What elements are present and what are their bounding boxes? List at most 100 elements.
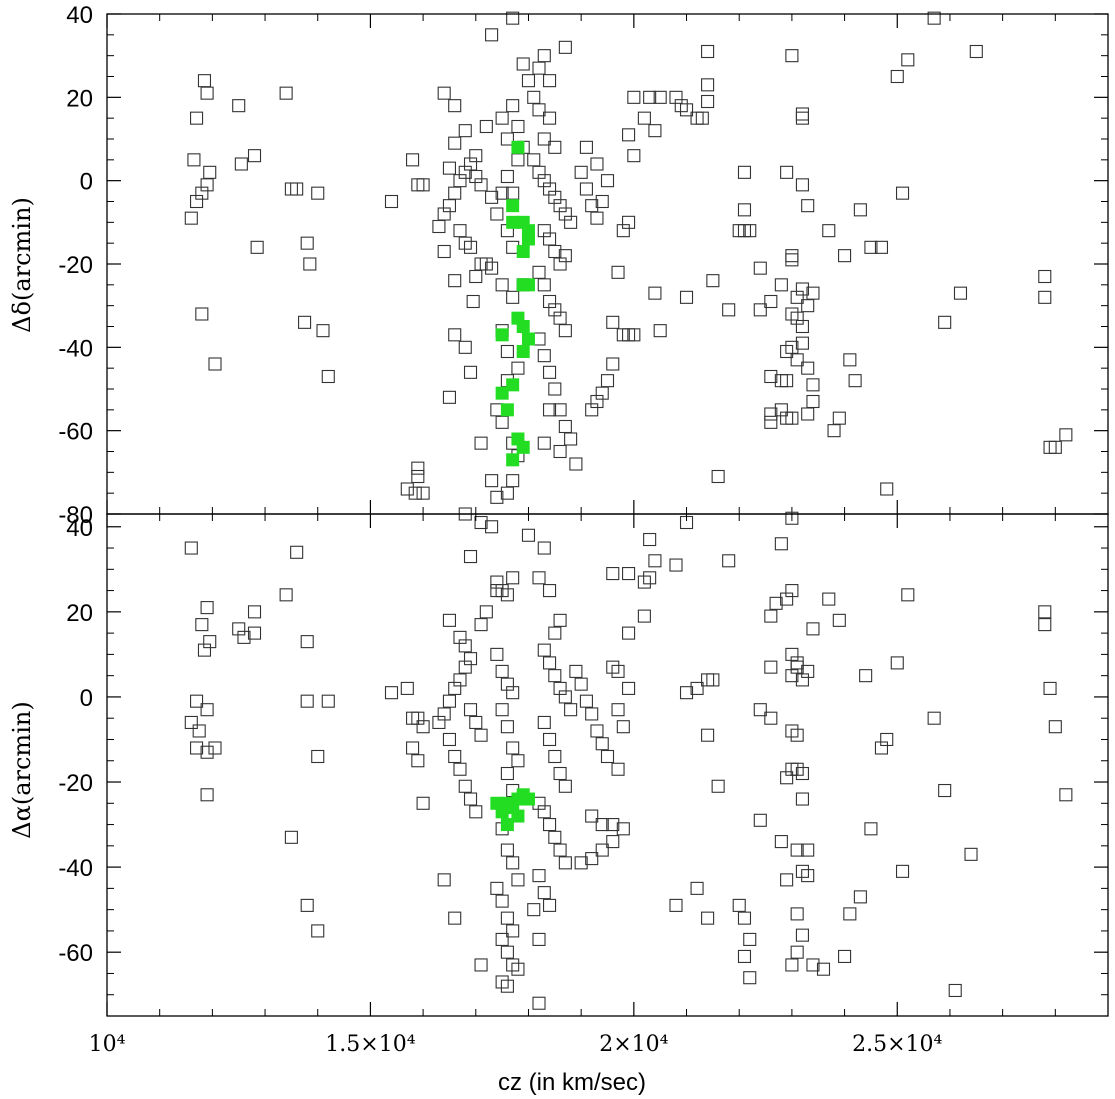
- bottom-hollow-point-53: [474, 515, 488, 530]
- bottom-hollow-point-29: [411, 711, 425, 725]
- bottom-hollow-point-190: [790, 843, 804, 857]
- bottom-hollow-point-73: [500, 766, 514, 781]
- bottom-hollow-point-54: [485, 520, 499, 534]
- bottom-hollow-point-145: [637, 575, 651, 589]
- top-hollow-point-154: [622, 215, 636, 229]
- top-hollow-point-152: [585, 403, 599, 417]
- top-hollow-point-201: [795, 319, 809, 334]
- bottom-hollow-point-112: [553, 843, 567, 857]
- top-hollow-point-71: [500, 132, 514, 146]
- bottom-highlight-point-8: [500, 796, 514, 810]
- top-hollow-point-212: [806, 378, 820, 392]
- bottom-hollow-point-155: [701, 728, 715, 742]
- x-tick-label: 2.5×10⁴: [852, 1032, 942, 1057]
- bottom-hollow-point-165: [743, 971, 757, 985]
- bottom-hollow-point-117: [527, 903, 541, 917]
- bottom-ytick-label: 40: [66, 515, 93, 542]
- top-ytick-label: 20: [66, 85, 93, 112]
- top-hollow-point-178: [743, 224, 757, 238]
- bottom-hollow-point-135: [611, 762, 625, 776]
- bottom-hollow-point-133: [585, 852, 599, 866]
- bottom-hollow-point-185: [790, 656, 804, 670]
- top-hollow-point-234: [1038, 290, 1052, 304]
- bottom-hollow-point-18: [290, 545, 304, 559]
- bottom-hollow-point-163: [743, 932, 757, 946]
- bottom-hollow-point-119: [532, 996, 546, 1010]
- top-hollow-point-183: [764, 294, 778, 309]
- top-hollow-point-65: [474, 436, 488, 450]
- bottom-hollow-point-162: [737, 911, 752, 925]
- bottom-hollow-point-48: [469, 805, 483, 819]
- top-hollow-point-95: [521, 74, 536, 88]
- top-hollow-point-228: [895, 186, 910, 200]
- top-hollow-point-70: [511, 153, 525, 167]
- top-hollow-point-102: [532, 165, 546, 179]
- top-hollow-point-1: [190, 194, 204, 209]
- bottom-hollow-point-70: [500, 720, 514, 734]
- top-hollow-point-216: [822, 224, 836, 238]
- bottom-hollow-point-221: [1059, 788, 1073, 802]
- top-hollow-point-35: [442, 199, 456, 213]
- bottom-hollow-point-205: [853, 890, 867, 904]
- top-hollow-point-174: [711, 469, 725, 484]
- top-hollow-point-199: [785, 307, 799, 321]
- bottom-hollow-point-49: [437, 873, 451, 887]
- bottom-hollow-point-212: [901, 588, 915, 602]
- top-hollow-point-32: [411, 469, 425, 484]
- top-highlight-point-16: [500, 403, 514, 417]
- bottom-hollow-point-45: [453, 762, 467, 776]
- top-hollow-point-105: [548, 190, 562, 204]
- bottom-hollow-point-86: [511, 962, 525, 976]
- bottom-hollow-point-158: [690, 881, 704, 895]
- top-hollow-point-15: [284, 182, 298, 196]
- top-hollow-point-168: [701, 78, 715, 92]
- top-hollow-point-96: [527, 90, 541, 104]
- bottom-hollow-point-84: [500, 945, 514, 959]
- top-hollow-point-220: [843, 353, 857, 367]
- top-hollow-point-18: [300, 236, 314, 250]
- bottom-hollow-point-215: [948, 983, 962, 998]
- bottom-hollow-point-170: [764, 609, 778, 623]
- bottom-hollow-point-61: [458, 639, 472, 653]
- top-hollow-point-124: [553, 403, 567, 417]
- top-hollow-point-92: [485, 28, 499, 42]
- bottom-hollow-point-197: [785, 958, 799, 972]
- top-hollow-point-138: [590, 211, 604, 225]
- bottom-hollow-point-91: [521, 528, 536, 542]
- top-hollow-point-47: [469, 149, 483, 163]
- bottom-hollow-point-109: [537, 805, 551, 819]
- top-hollow-point-104: [542, 182, 557, 196]
- x-axis-label: cz (in km/sec): [498, 1069, 646, 1096]
- top-hollow-point-233: [1038, 269, 1052, 284]
- top-highlight-point-18: [516, 440, 530, 454]
- top-hollow-point-163: [674, 99, 688, 113]
- top-hollow-point-41: [474, 178, 488, 192]
- top-hollow-point-64: [442, 390, 456, 404]
- top-hollow-point-156: [622, 128, 636, 142]
- bottom-hollow-point-110: [542, 818, 557, 832]
- top-hollow-point-51: [453, 224, 467, 238]
- top-hollow-point-12: [232, 99, 246, 113]
- top-hollow-point-94: [516, 57, 530, 71]
- top-hollow-point-61: [448, 328, 462, 342]
- bottom-hollow-point-5: [184, 715, 198, 730]
- bottom-hollow-point-137: [611, 703, 625, 717]
- bottom-hollow-point-66: [495, 664, 509, 678]
- bottom-ytick-label: 20: [66, 600, 93, 627]
- bottom-hollow-point-24: [300, 898, 314, 912]
- bottom-hollow-point-152: [690, 681, 704, 695]
- top-hollow-point-34: [437, 207, 451, 221]
- top-hollow-point-175: [722, 303, 736, 317]
- top-highlight-point-5: [521, 232, 535, 246]
- bottom-hollow-point-15: [247, 605, 262, 619]
- bottom-hollow-point-77: [506, 856, 520, 870]
- top-hollow-point-5: [187, 153, 201, 167]
- top-hollow-point-208: [795, 336, 809, 350]
- bottom-hollow-point-200: [816, 962, 831, 976]
- top-hollow-point-59: [485, 261, 499, 275]
- top-hollow-point-2: [195, 186, 209, 200]
- top-hollow-point-218: [832, 411, 846, 425]
- top-hollow-point-17: [279, 86, 293, 100]
- bottom-hollow-point-164: [737, 949, 752, 963]
- top-hollow-point-101: [527, 153, 541, 167]
